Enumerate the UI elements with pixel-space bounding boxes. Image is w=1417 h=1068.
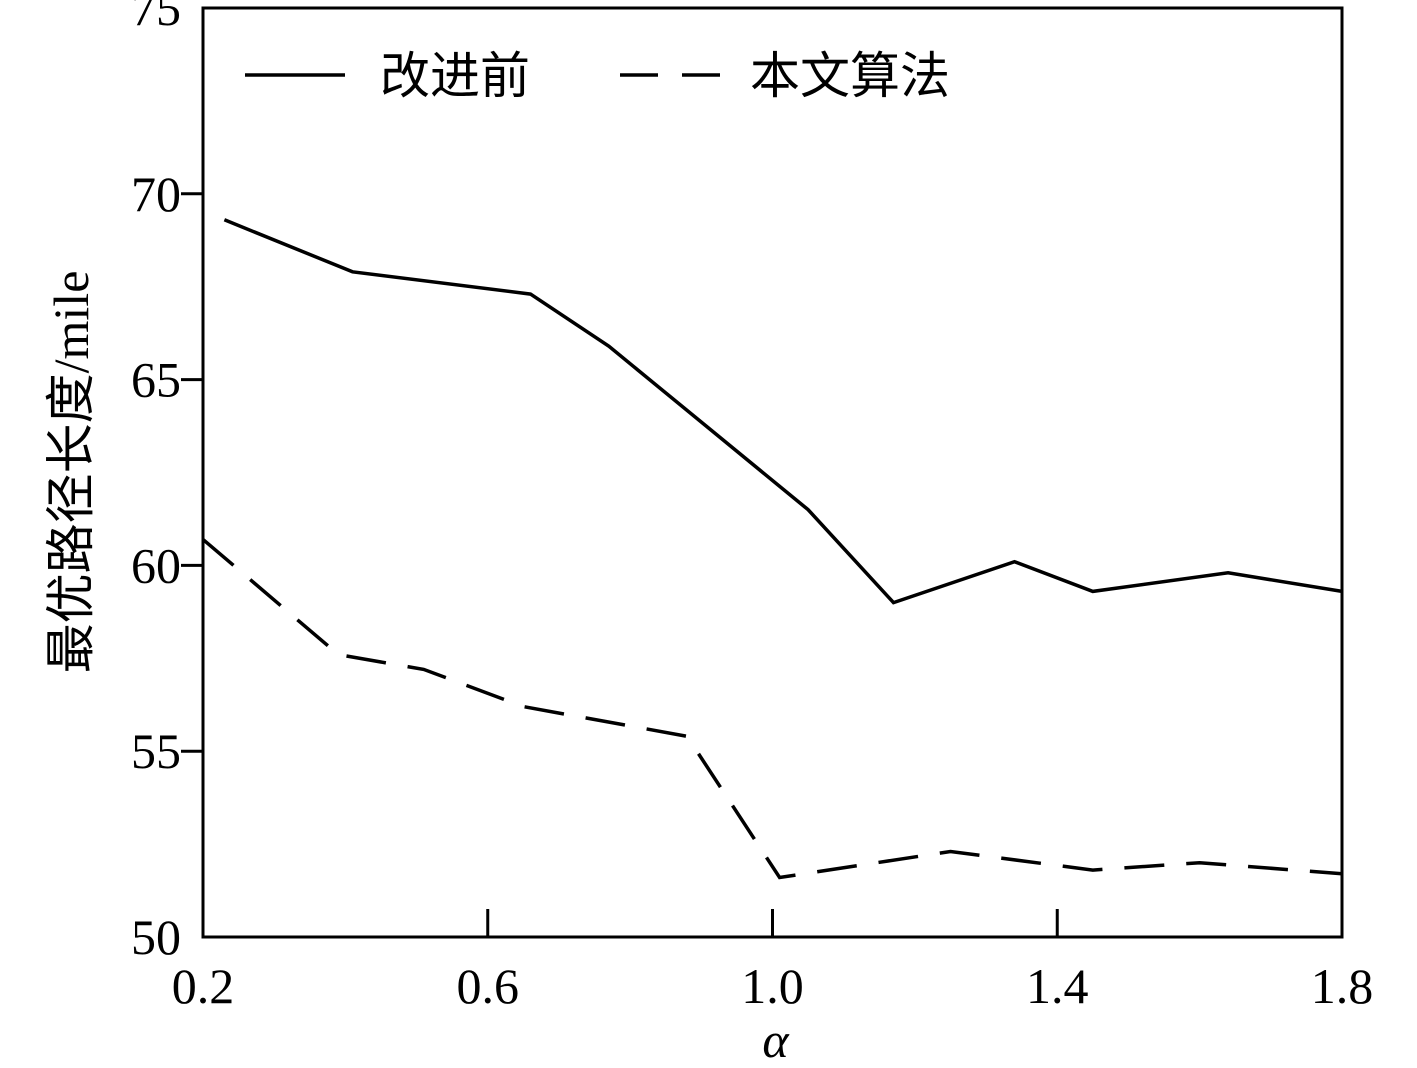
- y-tick-label: 55: [131, 723, 181, 779]
- ticks-layer: 50 55 60 65 70 75 0.2 0.6 1.0 1.4 1.8: [131, 0, 1373, 1014]
- plot-frame: [201, 6, 1344, 939]
- y-axis-title: 最优路径长度/mile: [43, 271, 99, 674]
- y-tick-label: 65: [131, 352, 181, 408]
- series-line-1: [223, 218, 1343, 605]
- legend: 改进前 本文算法: [245, 47, 950, 105]
- y-tick-label: 60: [131, 537, 181, 593]
- y-tick-label: 70: [131, 166, 181, 222]
- series-layer: [201, 218, 1343, 880]
- x-tick-label: 0.2: [172, 958, 235, 1014]
- series-line-2: [201, 538, 1343, 880]
- x-tick-label: 1.4: [1026, 958, 1089, 1014]
- y-tick-label: 75: [131, 0, 181, 36]
- x-axis-title: α: [762, 1012, 790, 1063]
- y-tick-label: 50: [131, 909, 181, 965]
- x-tick-label: 1.8: [1311, 958, 1374, 1014]
- x-tick-label: 0.6: [457, 958, 520, 1014]
- legend-label-1: 改进前: [380, 47, 530, 105]
- legend-label-2: 本文算法: [750, 47, 950, 105]
- x-tick-label: 1.0: [741, 958, 804, 1014]
